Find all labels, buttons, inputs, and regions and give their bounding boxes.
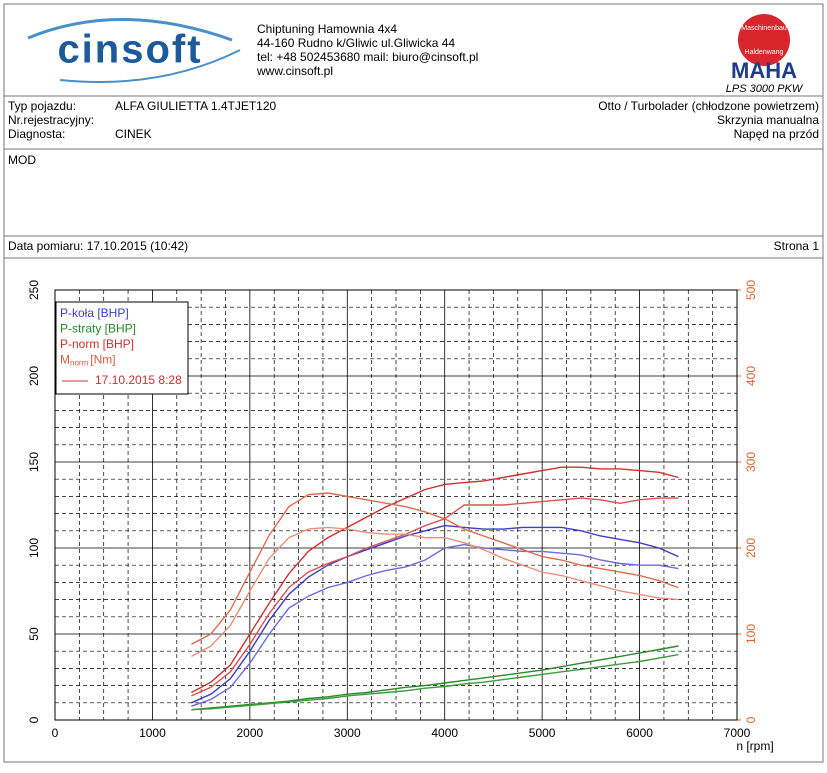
x-tick-label: 3000 — [334, 726, 361, 740]
field-value: CINEK — [115, 127, 152, 141]
logo-text: cinsoft — [57, 28, 202, 72]
x-tick-label: 4000 — [431, 726, 458, 740]
date: Data pomiaru: 17.10.2015 (10:42) — [8, 239, 188, 253]
y2-tick-label: 200 — [744, 538, 758, 558]
legend-entry: P-koła [BHP] — [60, 306, 129, 320]
legend-name: M — [60, 353, 70, 367]
series-line — [191, 543, 679, 707]
legend-name: P-koła [BHP] — [60, 306, 129, 320]
maha-logo: Maschinenbau Haldenwang MAHA LPS 3000 PK… — [726, 14, 804, 95]
x-tick-label: 0 — [52, 726, 59, 740]
x-tick-label: 5000 — [529, 726, 556, 740]
series-line — [191, 524, 679, 704]
y-tick-label: 100 — [27, 538, 41, 558]
series-line — [191, 645, 679, 711]
y2-tick-label: 300 — [744, 452, 758, 472]
maha-text: MAHA — [731, 58, 797, 83]
maha-circle — [738, 14, 790, 66]
legend-name: P-straty [BHP] — [60, 322, 136, 336]
maha-ring: Haldenwang — [745, 49, 784, 56]
x-axis-label: n [rpm] — [736, 739, 773, 753]
engine: Otto / Turbolader (chłodzone powietrzem) — [598, 99, 819, 113]
series-line — [191, 497, 679, 697]
logo-swoosh — [27, 18, 233, 42]
address: 44-160 Rudno k/Gliwic ul.Gliwicka 44 — [257, 36, 455, 50]
legend-subscript: norm — [70, 359, 89, 368]
x-tick-label: 2000 — [237, 726, 264, 740]
y-tick-label: 50 — [27, 627, 41, 641]
field-label: Diagnosta: — [8, 127, 65, 141]
chart: 0 1000 2000 3000 4000 5000 6000 700005010015020… — [27, 280, 774, 754]
logo-swoosh — [59, 49, 241, 83]
legend-entry: P-norm [BHP] — [60, 337, 134, 351]
y2-tick-label: 400 — [744, 366, 758, 386]
cinsoft-logo: cinsoft — [27, 18, 241, 83]
legend-entry: P-straty [BHP] — [60, 322, 136, 336]
legend-entry: Mnorm [Nm] — [60, 353, 116, 368]
series-line — [191, 526, 679, 658]
legend-unit: [Nm] — [90, 353, 115, 367]
plot-frame — [54, 289, 738, 721]
x-tick-label: 1000 — [139, 726, 166, 740]
x-tick-label: 6000 — [626, 726, 653, 740]
y-tick-label: 250 — [27, 280, 41, 300]
legend: P-koła [BHP] P-straty [BHP]P-norm [BHP] Mn… — [55, 301, 189, 395]
series-line — [191, 466, 679, 694]
legend-name: P-norm [BHP] — [60, 337, 134, 351]
maha-model: LPS 3000 PKW — [726, 83, 804, 95]
y-tick-label: 200 — [27, 366, 41, 386]
series-line — [191, 492, 679, 645]
maha-ring: Maschinenbau — [741, 25, 787, 32]
address: www.cinsoft.pl — [256, 64, 333, 78]
y2-tick-label: 500 — [744, 280, 758, 300]
x-tick-label: 7000 — [724, 726, 751, 740]
series-line — [191, 653, 679, 711]
address: Chiptuning Hamownia 4x4 — [257, 22, 397, 36]
y2-tick-label: 100 — [744, 624, 758, 644]
drive: Napęd na przód — [734, 127, 819, 141]
y-tick-label: 150 — [27, 452, 41, 472]
mod: MOD — [8, 153, 36, 167]
gearbox: Skrzynia manualna — [717, 113, 819, 127]
y2-tick-label: 0 — [744, 716, 758, 723]
field-label: Typ pojazdu: — [8, 99, 76, 113]
page-border — [3, 3, 824, 763]
field-value: ALFA GIULIETTA 1.4TJET120 — [115, 99, 277, 113]
legend-box — [55, 301, 189, 395]
y-tick-label: 0 — [27, 716, 41, 723]
address: tel: +48 502453680 mail: biuro@cinsoft.p… — [257, 50, 478, 64]
page-number: Strona 1 — [774, 239, 820, 253]
legend-date: 17.10.2015 8:28 — [95, 373, 182, 387]
field-label: Nr.rejestracyjny: — [8, 113, 94, 127]
